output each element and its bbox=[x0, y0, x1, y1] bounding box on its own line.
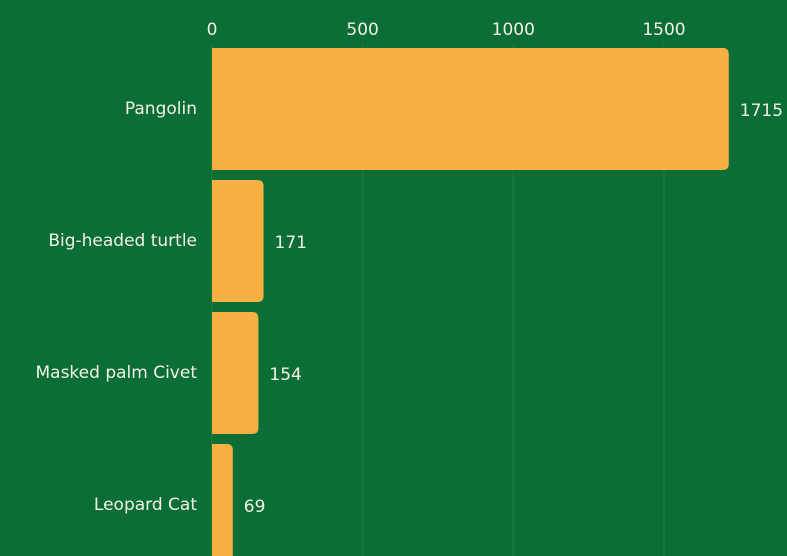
value-label: 154 bbox=[269, 365, 301, 385]
value-label: 69 bbox=[244, 497, 266, 517]
value-label: 1715 bbox=[740, 101, 783, 121]
bar bbox=[212, 444, 233, 556]
y-tick-label: Leopard Cat bbox=[94, 495, 197, 515]
y-tick-label: Masked palm Civet bbox=[35, 363, 197, 383]
bar bbox=[212, 180, 264, 302]
bar bbox=[212, 48, 729, 170]
x-tick-label: 500 bbox=[346, 20, 378, 40]
x-tick-label: 1500 bbox=[642, 20, 685, 40]
value-label: 171 bbox=[275, 233, 307, 253]
x-tick-label: 0 bbox=[207, 20, 218, 40]
bar bbox=[212, 312, 259, 434]
y-tick-label: Big-headed turtle bbox=[48, 231, 197, 251]
x-tick-label: 1000 bbox=[492, 20, 535, 40]
y-tick-label: Pangolin bbox=[125, 99, 197, 119]
